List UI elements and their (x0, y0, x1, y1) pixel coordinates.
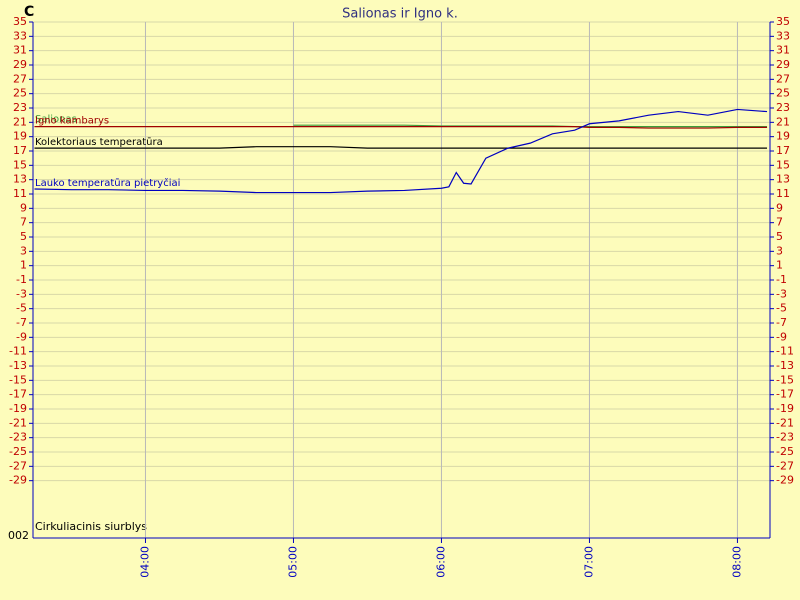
y-tick-label: -11 (9, 345, 27, 358)
y2-tick-label: -7 (776, 316, 787, 329)
y-tick-label: 7 (20, 216, 27, 229)
y-tick-label: -13 (9, 359, 27, 372)
y-tick-label: 21 (13, 115, 27, 128)
y2-tick-label: -17 (776, 388, 794, 401)
y-tick-label: 33 (13, 29, 27, 42)
y-tick-label: -23 (9, 431, 27, 444)
y-unit: C (24, 4, 34, 20)
y2-tick-label: -23 (776, 431, 794, 444)
legend-entry: Igno kambarys (35, 116, 109, 127)
legend-entry: Salionas (35, 114, 77, 125)
y-tick-label: -3 (16, 287, 27, 300)
chart-title: Salionas ir Igno k. (342, 7, 458, 22)
y-tick-label: 35 (13, 15, 27, 28)
y-tick-label: 31 (13, 44, 27, 57)
y2-tick-label: 17 (776, 144, 790, 157)
series-line (34, 126, 768, 129)
y2-tick-label: -27 (776, 459, 794, 472)
y-tick-label: 13 (13, 173, 27, 186)
y2-tick-label: -9 (776, 330, 787, 343)
y2-tick-label: -15 (776, 373, 794, 386)
y-tick-label: 23 (13, 101, 27, 114)
y2-tick-label: 19 (776, 130, 790, 143)
y2-tick-label: 3 (776, 244, 783, 257)
y-tick-label: 3 (20, 244, 27, 257)
y-tick-label: 25 (13, 87, 27, 100)
legend-entry: Lauko temperatūra pietryčiai (35, 177, 180, 189)
y2-tick-label: -29 (776, 474, 794, 487)
y-tick-label: 5 (20, 230, 27, 243)
y-tick-label: -21 (9, 416, 27, 429)
x-tick-label: 07:00 (582, 546, 595, 578)
y2-tick-label: 11 (776, 187, 790, 200)
y2-tick-label: 7 (776, 216, 783, 229)
y-tick-label: 27 (13, 72, 27, 85)
y-tick-label: -17 (9, 388, 27, 401)
y2-tick-label: -19 (776, 402, 794, 415)
y2-tick-label: -5 (776, 302, 787, 315)
y-tick-label: 9 (20, 201, 27, 214)
x-tick-label: 04:00 (138, 546, 151, 578)
y2-tick-label: -3 (776, 287, 787, 300)
y2-tick-label: 25 (776, 87, 790, 100)
y-tick-label: -19 (9, 402, 27, 415)
y-tick-label: 29 (13, 58, 27, 71)
y-tick-label: -25 (9, 445, 27, 458)
y-tick-label: -5 (16, 302, 27, 315)
legend-entry: Kolektoriaus temperatūra (35, 137, 163, 148)
y2-tick-label: 29 (776, 58, 790, 71)
y-tick-label: -9 (16, 330, 27, 343)
y-tick-label: 15 (13, 158, 27, 171)
y2-tick-label: -21 (776, 416, 794, 429)
y2-tick-label: -25 (776, 445, 794, 458)
y-tick-label: 1 (20, 259, 27, 272)
y2-tick-label: 1 (776, 259, 783, 272)
pump-label: Cirkuliacinis siurblys (35, 520, 147, 533)
y-tick-label: -27 (9, 459, 27, 472)
y-tick-label: 19 (13, 130, 27, 143)
y2-tick-label: 23 (776, 101, 790, 114)
series-line (34, 108, 768, 194)
x-tick-label: 06:00 (434, 546, 447, 578)
y-tick-label: -1 (16, 273, 27, 286)
y2-tick-label: 27 (776, 72, 790, 85)
y2-tick-label: 31 (776, 44, 790, 57)
y2-tick-label: -1 (776, 273, 787, 286)
y2-tick-label: 21 (776, 115, 790, 128)
y2-tick-label: 33 (776, 29, 790, 42)
y2-tick-label: 5 (776, 230, 783, 243)
x-tick-label: 05:00 (286, 546, 299, 578)
y-tick-label: -7 (16, 316, 27, 329)
y2-tick-label: 35 (776, 15, 790, 28)
y-tick-label: -29 (9, 474, 27, 487)
y2-tick-label: 15 (776, 158, 790, 171)
y2-tick-label: -13 (776, 359, 794, 372)
y2-tick-label: -11 (776, 345, 794, 358)
series-line (34, 146, 768, 149)
y-tick-label: 17 (13, 144, 27, 157)
y2-tick-label: 9 (776, 201, 783, 214)
y-tick-label: -15 (9, 373, 27, 386)
series-line (293, 124, 768, 128)
x-tick-label: 08:00 (730, 546, 743, 578)
y2-tick-label: 13 (776, 173, 790, 186)
y-tick-label: 11 (13, 187, 27, 200)
bottom-label: 002 (8, 529, 29, 542)
